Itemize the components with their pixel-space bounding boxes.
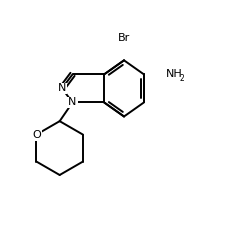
Text: NH: NH (166, 69, 183, 79)
Text: Br: Br (118, 33, 130, 43)
Text: N: N (58, 84, 66, 93)
Text: O: O (32, 130, 41, 140)
Text: N: N (68, 97, 77, 108)
Text: 2: 2 (180, 74, 184, 83)
